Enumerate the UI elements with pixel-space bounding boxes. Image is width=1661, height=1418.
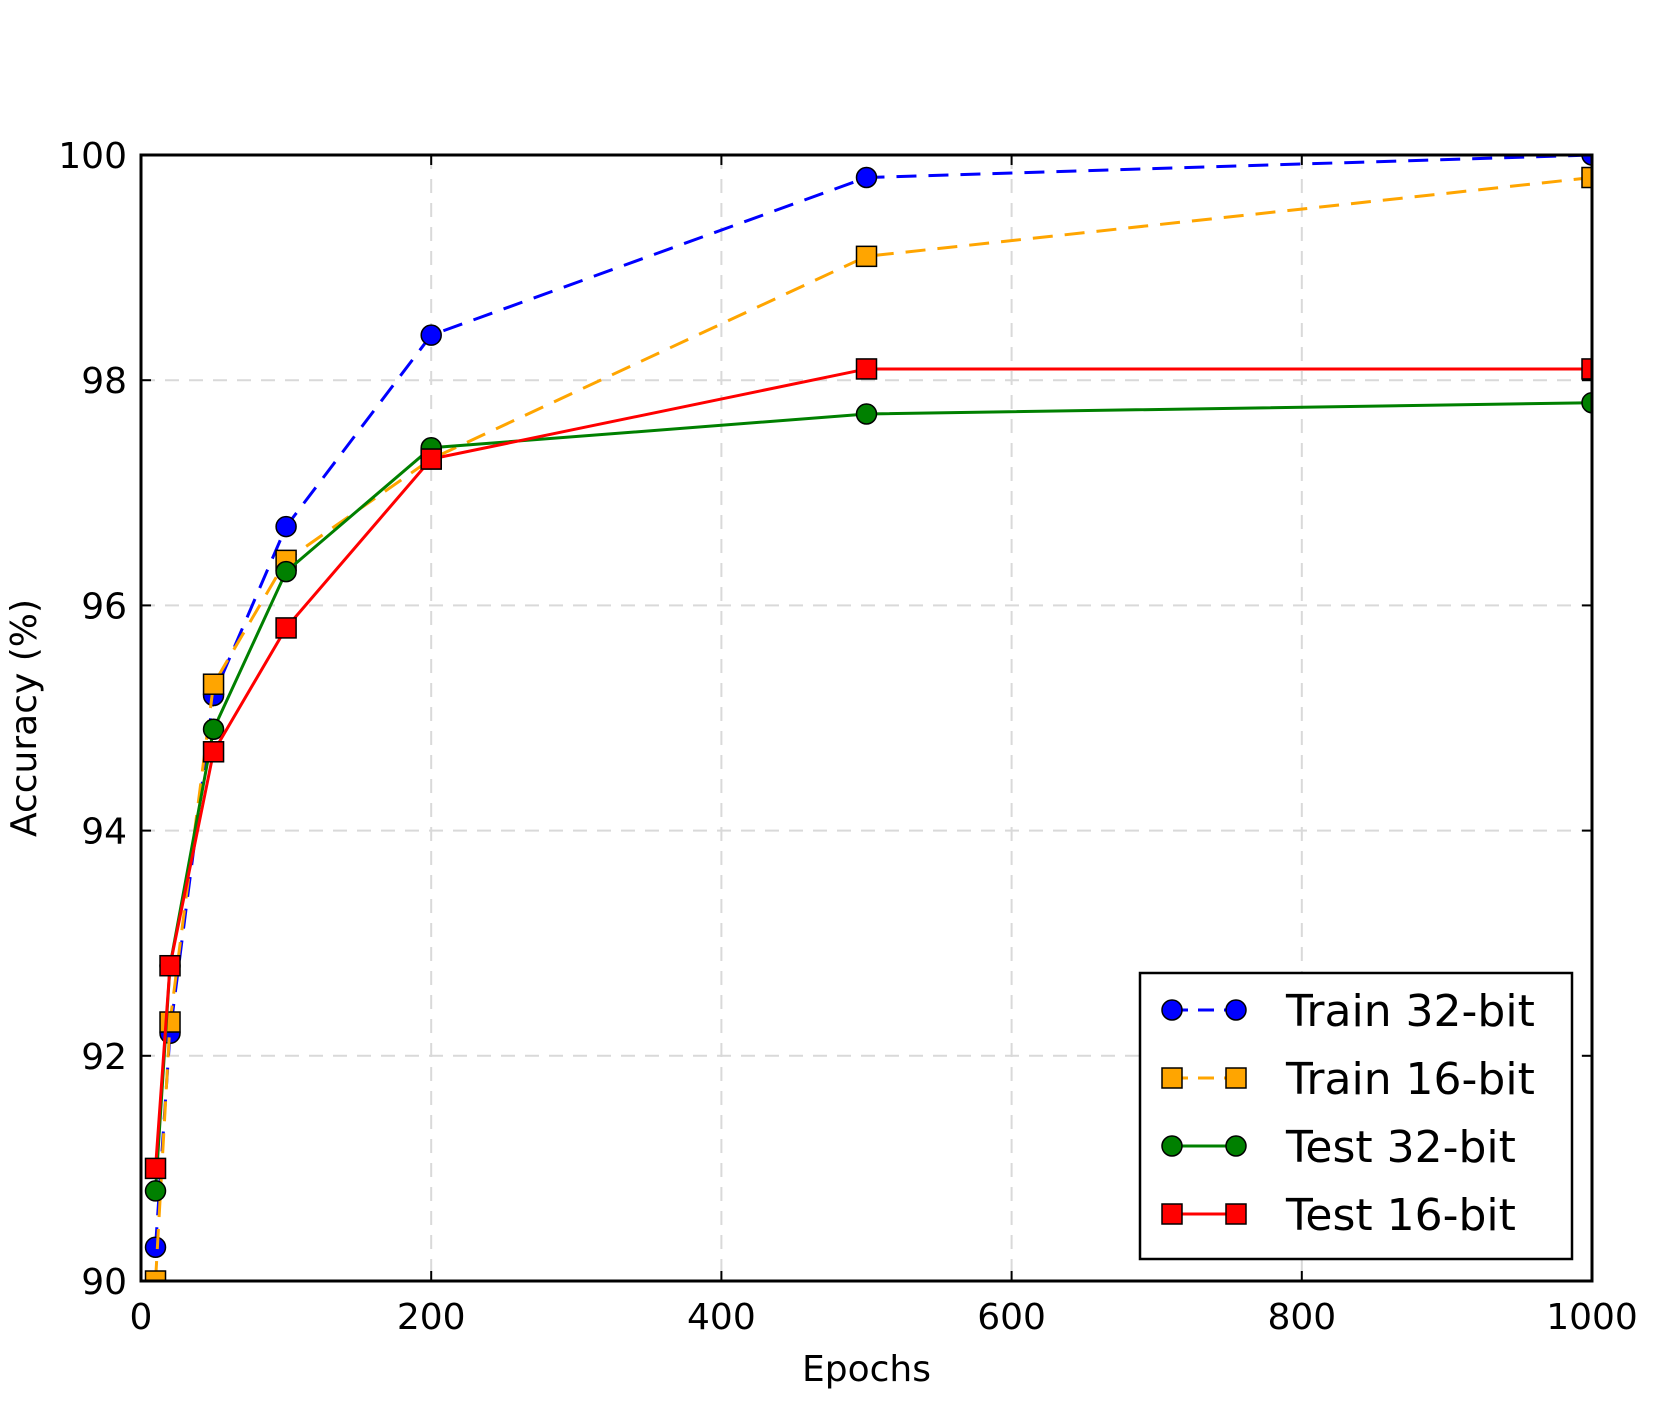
legend-marker [1225,999,1247,1021]
legend-item-train-16-bit: Train 16-bit [1161,1054,1535,1105]
data-point-test-32-bit [144,1180,167,1202]
legend-marker [1161,999,1183,1021]
plot-frame [139,153,1594,1283]
legend-marker [1225,1067,1247,1089]
legend-item-test-32-bit: Test 32-bit [1161,1122,1516,1173]
legend-item-train-32-bit: Train 32-bit [1161,986,1535,1037]
data-point-test-32-bit [1581,391,1592,414]
data-point-test-32-bit [275,560,297,583]
y-tick-label: 100 [58,136,127,177]
series-test-16-bit [144,358,1592,1180]
data-point-test-16-bit [202,741,225,763]
data-point-train-32-bit [275,515,297,538]
y-axis-label: Accuracy (%) [4,599,45,837]
plot-series [144,155,1592,1281]
y-tick-label: 96 [81,586,127,627]
legend-label: Train 16-bit [1285,1054,1535,1105]
legend-marker [1161,1203,1183,1225]
y-tick-label: 94 [81,812,127,853]
legend-marker [1225,1135,1247,1157]
legend-marker [1161,1135,1183,1157]
data-point-test-32-bit [855,403,878,425]
legend-item-test-16-bit: Test 16-bit [1161,1190,1516,1241]
legend-marker [1161,1067,1183,1089]
data-point-train-16-bit [855,245,878,268]
data-point-test-16-bit [159,954,181,977]
data-point-train-32-bit [855,166,878,189]
y-tick-label: 92 [81,1037,127,1078]
data-point-test-16-bit [420,448,442,470]
x-tick-label: 600 [977,1297,1046,1338]
legend-label: Test 16-bit [1285,1190,1516,1241]
data-point-train-16-bit [159,1011,181,1033]
x-tick-label: 800 [1267,1297,1336,1338]
data-point-train-32-bit [1581,155,1592,166]
y-tick-label: 98 [81,361,127,402]
legend-label: Test 32-bit [1285,1122,1516,1173]
data-point-train-16-bit [144,1270,167,1281]
data-point-test-16-bit [144,1157,167,1180]
data-point-test-16-bit [855,358,878,380]
data-point-test-32-bit [202,718,225,741]
axis-ticks: 0 200 400 600 800 1000 90 92 94 96 98 100 [58,136,1638,1338]
x-tick-label: 0 [130,1297,153,1338]
legend: Train 32-bit Train 16-bit Test 32-bit Test … [1138,971,1574,1261]
data-point-train-32-bit [144,1236,167,1258]
x-axis-label: Epochs [802,1349,931,1390]
data-point-train-16-bit [1581,166,1592,189]
data-point-test-16-bit [275,617,297,639]
y-tick-label: 90 [81,1262,127,1303]
data-point-train-16-bit [202,673,225,695]
x-tick-label: 400 [687,1297,756,1338]
x-tick-label: 1000 [1546,1297,1638,1338]
legend-box [1138,971,1574,1261]
legend-marker [1225,1203,1247,1225]
legend-label: Train 32-bit [1285,986,1535,1037]
data-point-train-32-bit [420,324,442,346]
x-tick-label: 200 [397,1297,466,1338]
data-point-test-16-bit [1581,358,1592,380]
